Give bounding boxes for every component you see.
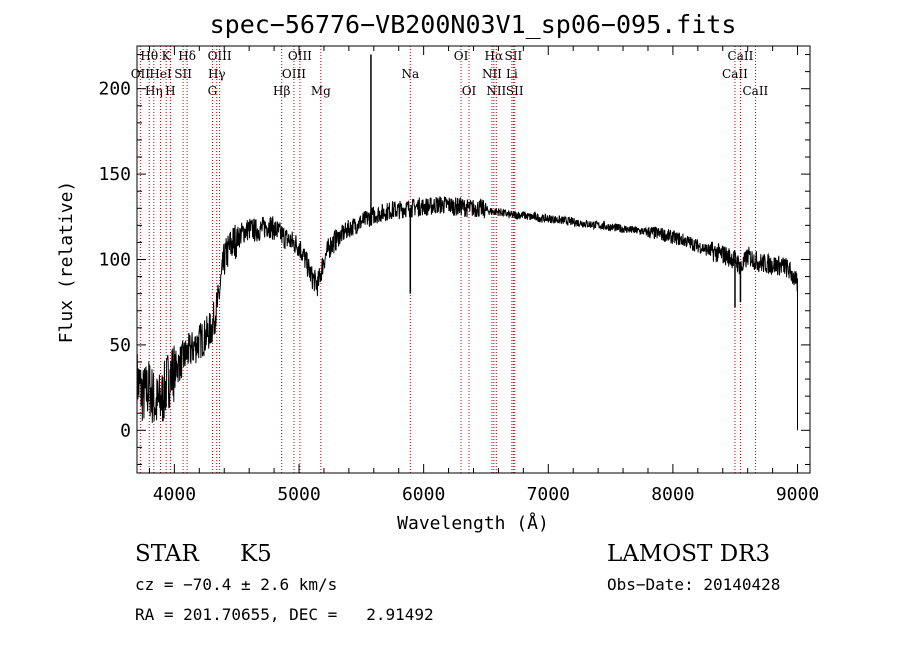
- plot-frame: [136, 45, 811, 474]
- redshift-cz: cz = −70.4 ± 2.6 km/s: [135, 575, 338, 594]
- chart-title: spec−56776−VB200N03V1_sp06−095.fits: [210, 10, 737, 39]
- object-class: STAR: [135, 541, 199, 567]
- y-tick-label: 150: [98, 164, 131, 185]
- flux-series-line: [136, 196, 798, 431]
- x-tick-label: 5000: [277, 484, 320, 505]
- coordinates: RA = 201.70655, DEC = 2.91492: [135, 605, 434, 624]
- x-axis-ticks: 4000 5000 6000 7000 8000 9000: [148, 46, 819, 505]
- observation-date: Obs−Date: 20140428: [607, 575, 781, 594]
- spectral-line-labels: HθKHδOIIIOIIIOIHαSIICaIIOIIHeISIIHγOIIIN…: [131, 49, 769, 98]
- x-tick-label: 9000: [776, 484, 819, 505]
- object-subclass: K5: [240, 541, 272, 567]
- y-tick-label: 0: [120, 420, 131, 441]
- x-tick-label: 4000: [153, 484, 196, 505]
- x-tick-label: 8000: [651, 484, 694, 505]
- spectral-line-markers: [139, 46, 756, 473]
- y-axis-ticks: 0 50 100 150 200: [98, 54, 810, 465]
- y-tick-label: 50: [109, 335, 131, 356]
- spectrum-spikes: [370, 54, 742, 308]
- plot-area: [136, 45, 811, 474]
- x-axis-label: Wavelength (Å): [397, 512, 549, 534]
- x-tick-label: 6000: [402, 484, 445, 505]
- y-tick-label: 100: [98, 250, 131, 271]
- survey-name: LAMOST DR3: [607, 541, 771, 567]
- y-axis-label: Flux (relative): [56, 181, 77, 344]
- spectral-line-label: K: [162, 49, 172, 63]
- x-tick-label: 7000: [527, 484, 570, 505]
- y-tick-label: 200: [98, 79, 131, 100]
